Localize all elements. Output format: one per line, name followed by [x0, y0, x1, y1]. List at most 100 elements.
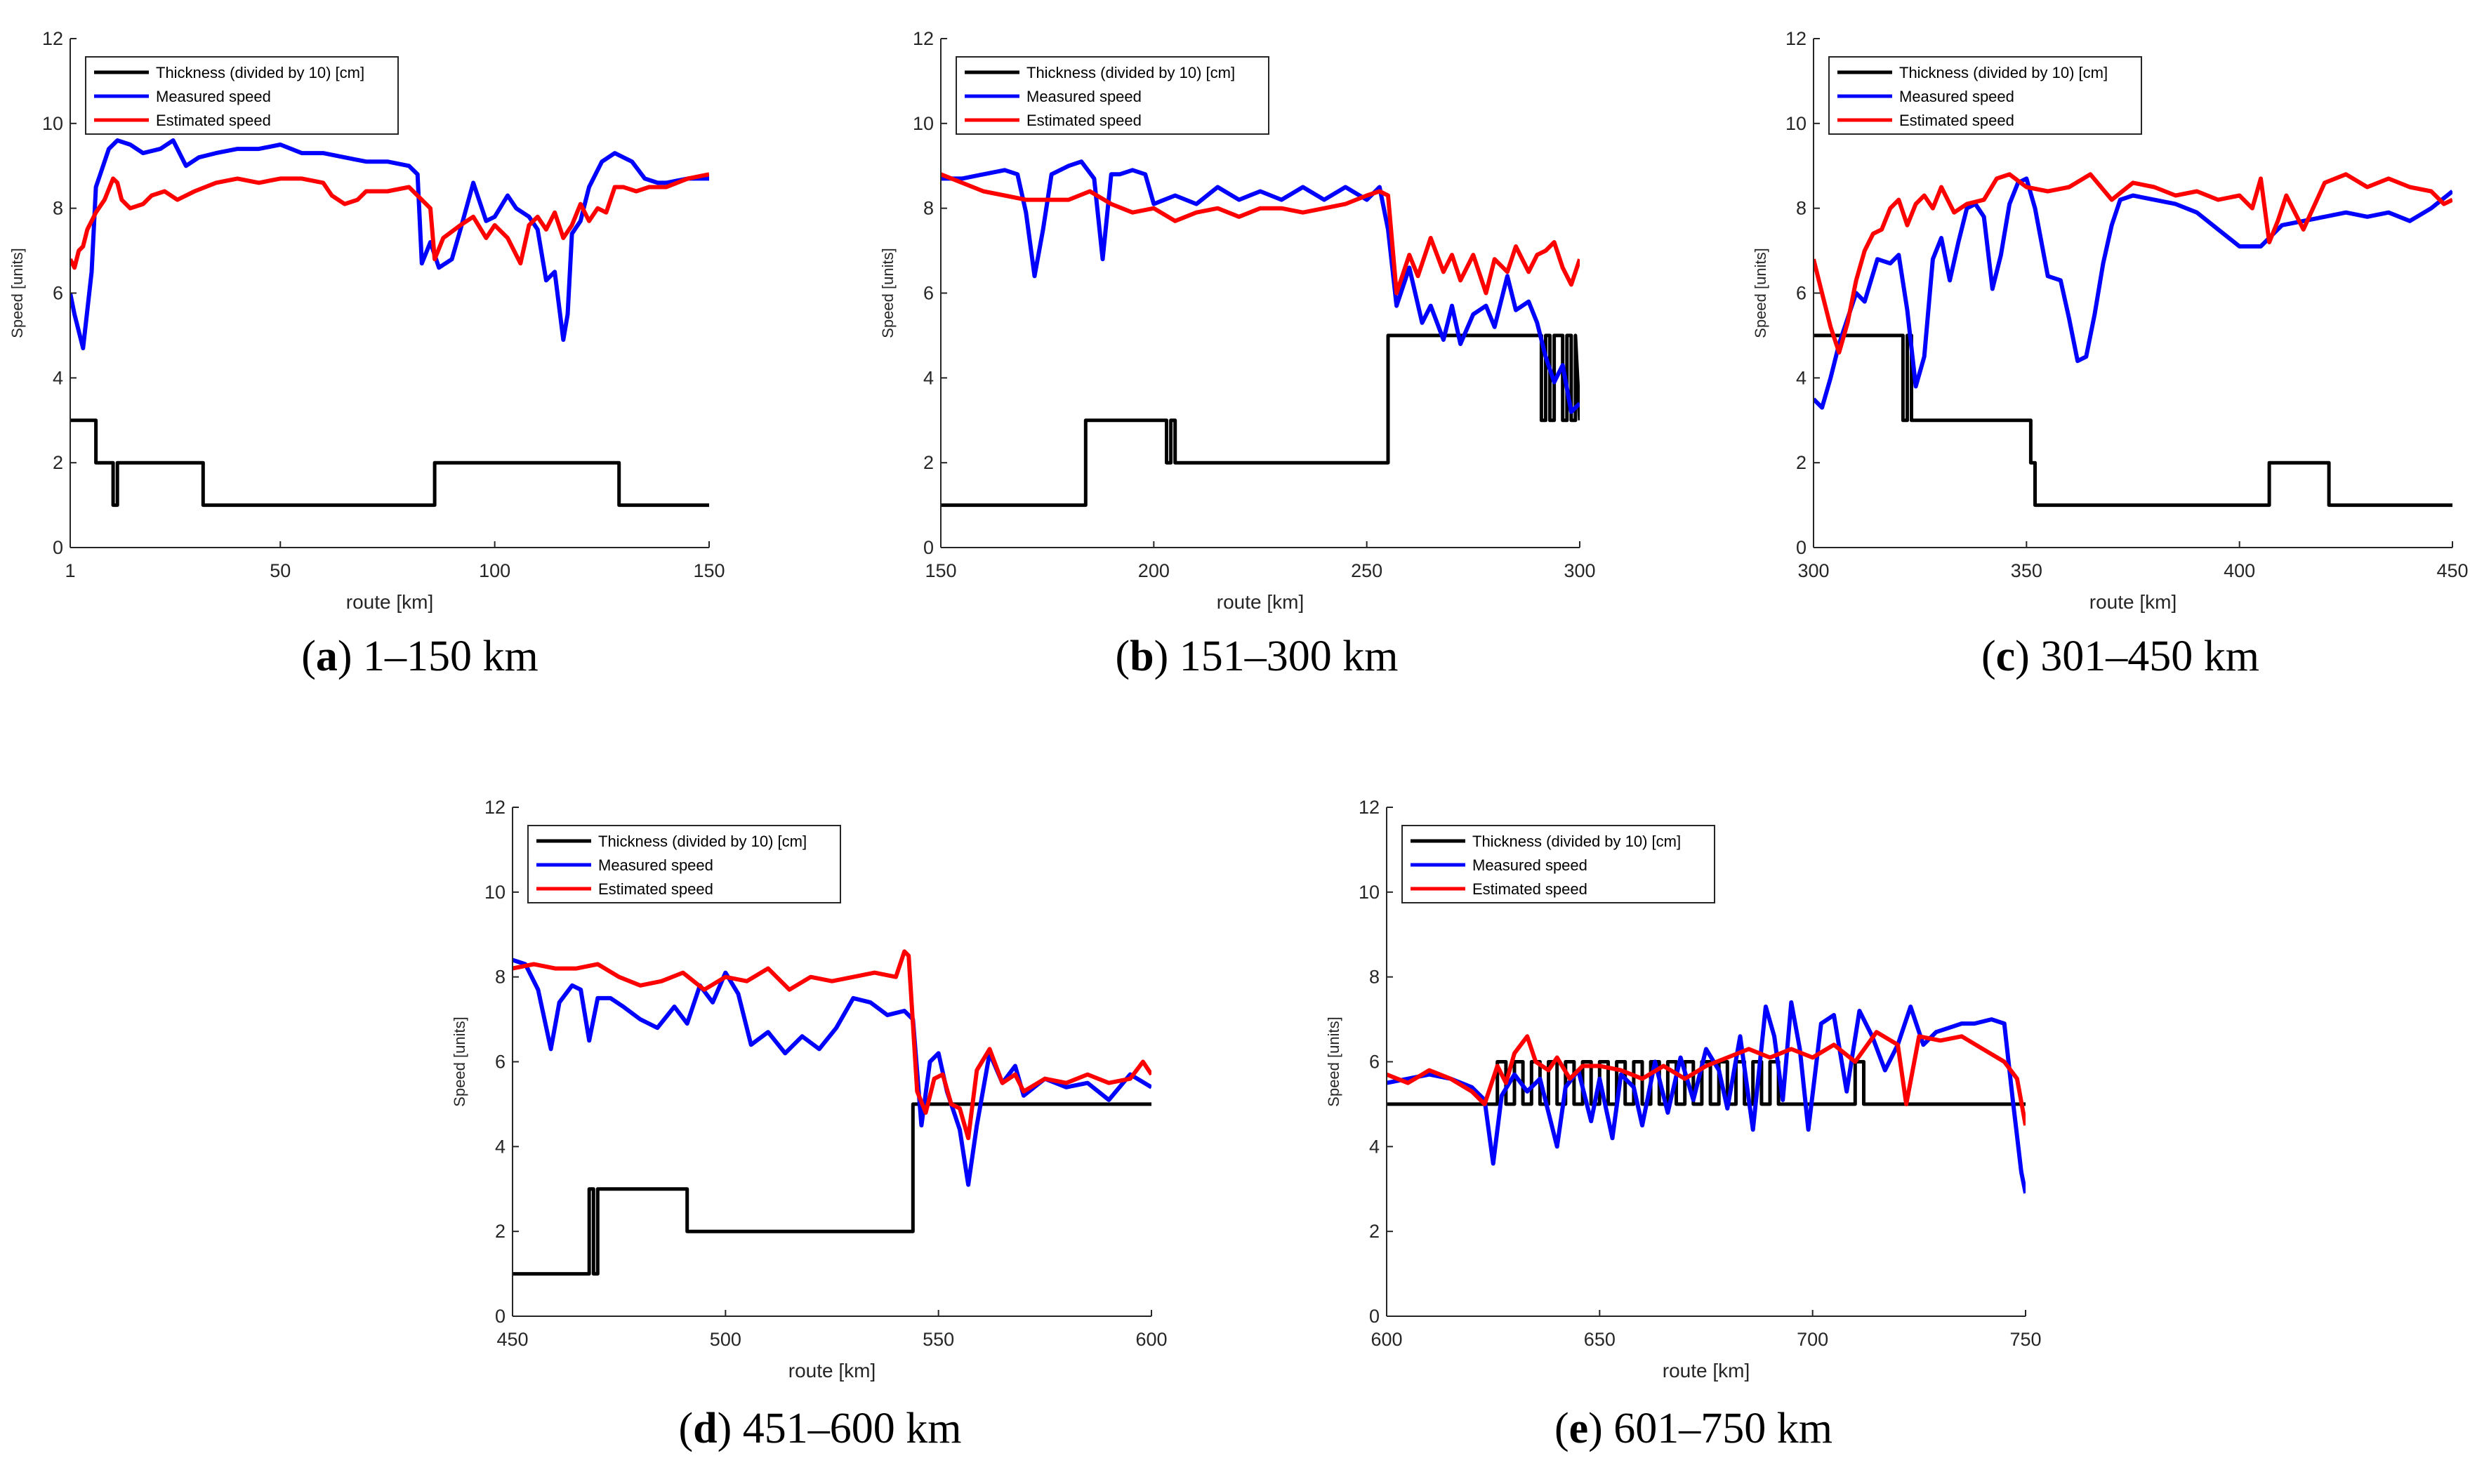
- y-tick-label: 0: [53, 537, 63, 558]
- y-tick-label: 8: [1796, 198, 1807, 219]
- y-tick-label: 2: [53, 452, 63, 473]
- x-tick-label: 150: [693, 560, 725, 581]
- series-line-thickness: [1814, 333, 2452, 508]
- legend-label: Thickness (divided by 10) [cm]: [598, 833, 807, 850]
- x-tick-label: 700: [1797, 1329, 1828, 1350]
- legend: Thickness (divided by 10) [cm] Measured s…: [85, 56, 399, 135]
- series-group: [513, 949, 1151, 1276]
- y-tick-label: 2: [1369, 1221, 1380, 1242]
- x-tick-label: 450: [496, 1329, 528, 1350]
- x-axis-label: route [km]: [1217, 591, 1304, 613]
- x-tick-label: 300: [1564, 560, 1595, 581]
- x-tick-label: 650: [1584, 1329, 1616, 1350]
- series-line-measured: [1387, 1000, 2026, 1194]
- caption-d: (d) 451–600 km: [678, 1405, 962, 1452]
- series-group: [941, 159, 1580, 508]
- legend-label: Estimated speed: [598, 880, 713, 898]
- series-line-measured: [1814, 176, 2452, 410]
- y-tick-label: 0: [1796, 537, 1807, 558]
- y-tick-label: 8: [923, 198, 934, 219]
- chart-c: 300 350 400 450 0 2 4 6 8 10 12 route [km] Speed [un…: [1752, 28, 2469, 613]
- y-tick-label: 4: [923, 367, 934, 388]
- y-tick-label: 0: [495, 1306, 506, 1327]
- series-line-estimated: [1814, 172, 2452, 355]
- chart-b: 150 200 250 300 0 2 4 6 8 10 12 route [km] Speed [un…: [879, 28, 1596, 613]
- y-tick-label: 8: [495, 967, 506, 988]
- legend: Thickness (divided by 10) [cm] Measured s…: [1828, 56, 2142, 135]
- x-tick-label: 200: [1138, 560, 1170, 581]
- x-tick-label: 450: [2436, 560, 2468, 581]
- legend-label: Thickness (divided by 10) [cm]: [1026, 64, 1235, 81]
- x-axis-label: route [km]: [788, 1360, 876, 1382]
- x-tick-label: 500: [710, 1329, 741, 1350]
- legend-label: Thickness (divided by 10) [cm]: [1472, 833, 1681, 850]
- legend-label: Estimated speed: [1026, 112, 1142, 129]
- series-group: [70, 138, 709, 508]
- x-tick-label: 100: [479, 560, 510, 581]
- y-tick-label: 4: [53, 367, 63, 388]
- y-tick-label: 6: [495, 1052, 506, 1073]
- series-line-estimated: [70, 172, 709, 270]
- series-line-estimated: [941, 172, 1580, 296]
- y-tick-label: 10: [1359, 882, 1380, 903]
- series-line-measured: [70, 138, 709, 350]
- y-tick-label: 4: [1796, 367, 1807, 388]
- y-axis-label: Speed [units]: [1752, 248, 1769, 338]
- y-tick-label: 2: [923, 452, 934, 473]
- x-tick-label: 150: [925, 560, 956, 581]
- series-line-thickness: [70, 418, 709, 508]
- x-tick-label: 300: [1797, 560, 1829, 581]
- y-tick-label: 12: [913, 28, 934, 49]
- y-tick-label: 10: [1785, 113, 1807, 134]
- y-tick-label: 6: [53, 283, 63, 304]
- series-line-measured: [513, 958, 1151, 1187]
- x-tick-label: 250: [1351, 560, 1382, 581]
- y-tick-label: 8: [53, 198, 63, 219]
- caption-c: (c) 301–450 km: [1981, 632, 2260, 680]
- legend-label: Estimated speed: [156, 112, 271, 129]
- y-axis-label: Speed [units]: [451, 1016, 468, 1106]
- y-axis-label: Speed [units]: [8, 248, 26, 338]
- legend: Thickness (divided by 10) [cm] Measured s…: [1401, 825, 1715, 903]
- x-tick-label: 750: [2009, 1329, 2041, 1350]
- series-line-measured: [941, 159, 1580, 414]
- y-tick-label: 0: [923, 537, 934, 558]
- y-tick-label: 10: [42, 113, 63, 134]
- series-line-thickness: [941, 333, 1580, 508]
- x-tick-label: 50: [270, 560, 291, 581]
- series-line-estimated: [513, 949, 1151, 1141]
- y-tick-label: 6: [923, 283, 934, 304]
- legend: Thickness (divided by 10) [cm] Measured s…: [527, 825, 841, 903]
- x-tick-label: 600: [1371, 1329, 1402, 1350]
- y-tick-label: 12: [484, 797, 506, 818]
- legend-label: Thickness (divided by 10) [cm]: [156, 64, 364, 81]
- x-axis-label: route [km]: [2089, 591, 2177, 613]
- x-axis-label: route [km]: [1663, 1360, 1750, 1382]
- series-line-thickness: [1387, 1060, 2026, 1106]
- legend-label: Thickness (divided by 10) [cm]: [1899, 64, 2108, 81]
- legend-label: Measured speed: [598, 856, 713, 874]
- y-tick-label: 10: [913, 113, 934, 134]
- y-tick-label: 6: [1369, 1052, 1380, 1073]
- legend-label: Measured speed: [1026, 88, 1142, 105]
- x-tick-label: 600: [1135, 1329, 1167, 1350]
- x-tick-label: 400: [2224, 560, 2255, 581]
- caption-a: (a) 1–150 km: [301, 632, 539, 680]
- legend-label: Measured speed: [1472, 856, 1587, 874]
- legend-label: Estimated speed: [1472, 880, 1587, 898]
- x-axis-label: route [km]: [346, 591, 433, 613]
- series-group: [1814, 172, 2452, 508]
- chart-d: 450 500 550 600 0 2 4 6 8 10 12 route [km] Speed [un…: [451, 797, 1168, 1382]
- x-tick-label: 350: [2011, 560, 2042, 581]
- series-line-estimated: [1387, 1030, 2026, 1126]
- x-tick-label: 1: [65, 560, 75, 581]
- x-tick-label: 550: [923, 1329, 954, 1350]
- y-tick-label: 6: [1796, 283, 1807, 304]
- series-group: [1387, 1000, 2026, 1194]
- y-axis-label: Speed [units]: [879, 248, 897, 338]
- y-axis-label: Speed [units]: [1325, 1016, 1342, 1106]
- legend-label: Measured speed: [156, 88, 271, 105]
- y-tick-label: 10: [484, 882, 506, 903]
